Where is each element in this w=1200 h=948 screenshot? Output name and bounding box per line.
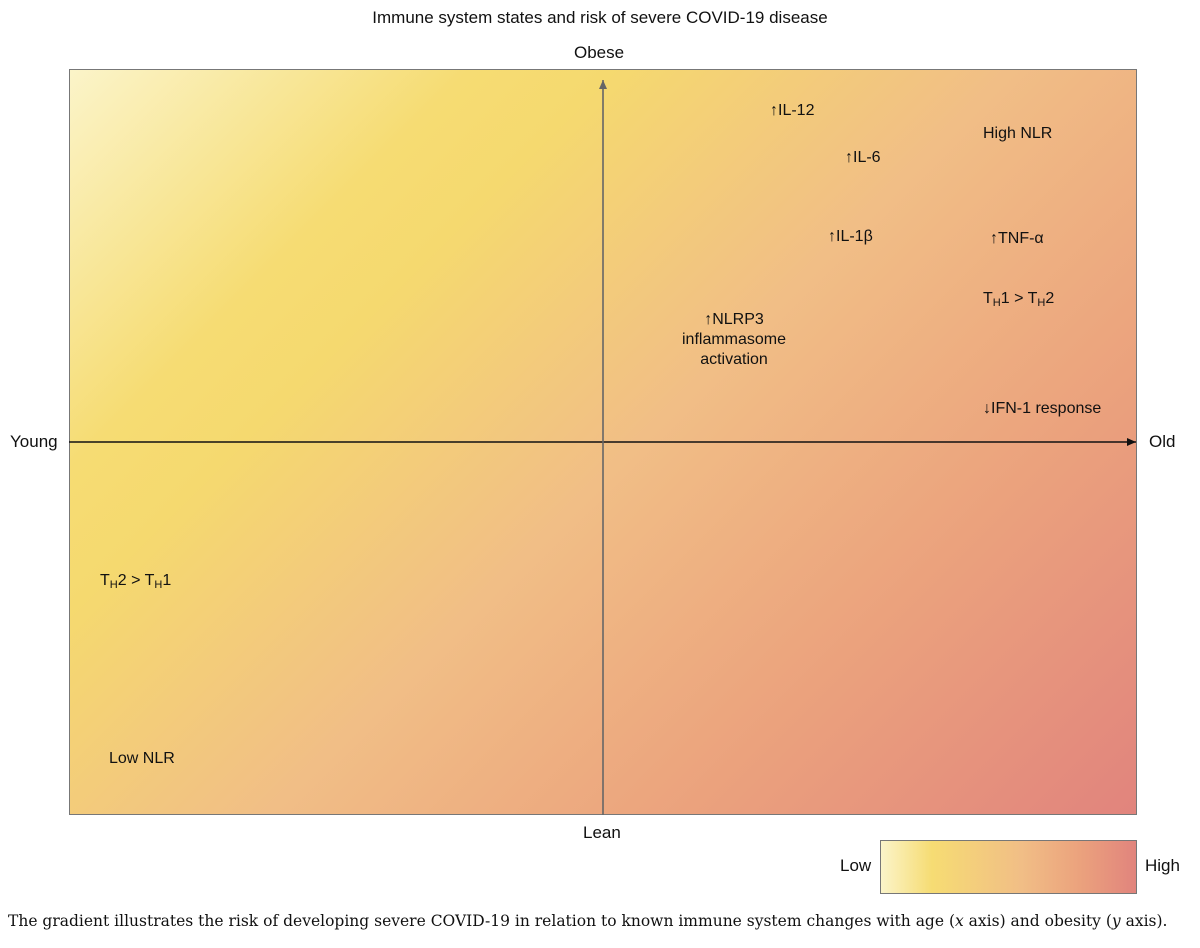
annotation-il12: ↑IL-12	[770, 102, 815, 119]
annotation-high-nlr: High NLR	[983, 125, 1053, 142]
y-axis-top-label: Obese	[574, 43, 625, 62]
legend-gradient-bar	[880, 840, 1137, 894]
annotation-il6: ↑IL-6	[845, 149, 881, 166]
figure-caption: The gradient illustrates the risk of dev…	[8, 912, 1168, 930]
annotation-th2-gt-th1: TH2 > TH1	[100, 572, 172, 591]
x-axis-left-label: Young	[10, 432, 58, 451]
annotation-nlrp3-line2: inflammasome	[681, 331, 787, 348]
legend-low-label: Low	[840, 856, 872, 875]
annotation-nlrp3: ↑NLRP3 inflammasome activation	[664, 310, 804, 370]
annotation-il1b: ↑IL-1β	[828, 228, 873, 245]
annotation-nlrp3-line3: activation	[700, 351, 768, 368]
annotation-nlrp3-line1: ↑NLRP3	[704, 311, 764, 328]
annotation-low-nlr: Low NLR	[109, 750, 175, 767]
risk-gradient-plot	[69, 69, 1137, 815]
y-axis-bottom-label: Lean	[583, 823, 621, 842]
figure-title: Immune system states and risk of severe …	[372, 8, 828, 27]
x-axis-right-label: Old	[1149, 432, 1176, 451]
annotation-th1-gt-th2: TH1 > TH2	[983, 290, 1055, 309]
annotation-tnfa: ↑TNF-α	[990, 230, 1044, 247]
legend-high-label: High	[1145, 856, 1180, 875]
annotation-ifn1: ↓IFN-1 response	[983, 400, 1102, 417]
